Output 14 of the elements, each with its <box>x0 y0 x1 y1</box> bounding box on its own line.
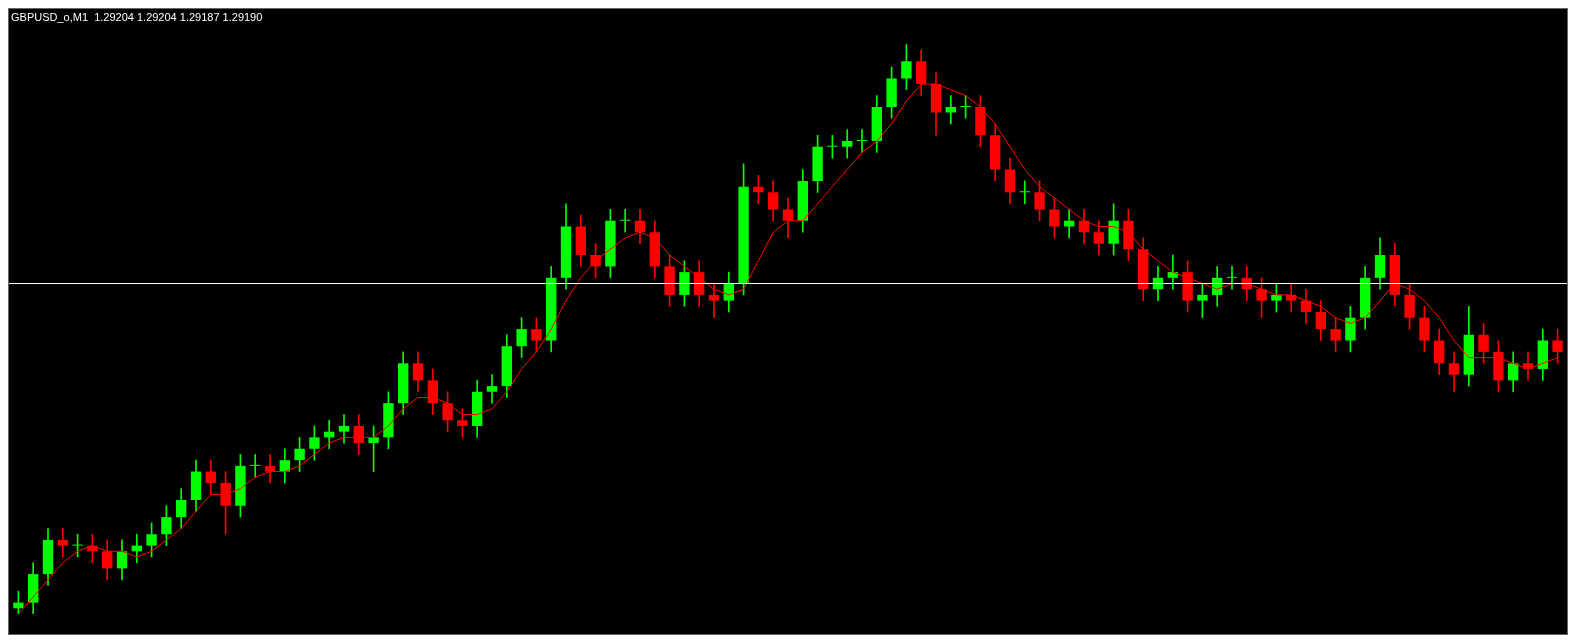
candlestick <box>264 454 276 484</box>
candlestick <box>57 528 68 558</box>
candlestick <box>1019 180 1030 205</box>
candlestick <box>338 414 350 444</box>
candlestick <box>1226 266 1238 290</box>
candlestick <box>842 129 853 159</box>
chart-title: GBPUSD_o,M1 1.29204 1.29204 1.29187 1.29190 <box>11 10 263 23</box>
candlestick <box>486 374 498 404</box>
candlestick <box>620 209 631 233</box>
candlestick <box>856 129 868 153</box>
candlestick <box>250 454 261 478</box>
candlestick <box>945 95 956 125</box>
candlestick <box>1064 209 1075 239</box>
candlestick <box>708 283 720 319</box>
